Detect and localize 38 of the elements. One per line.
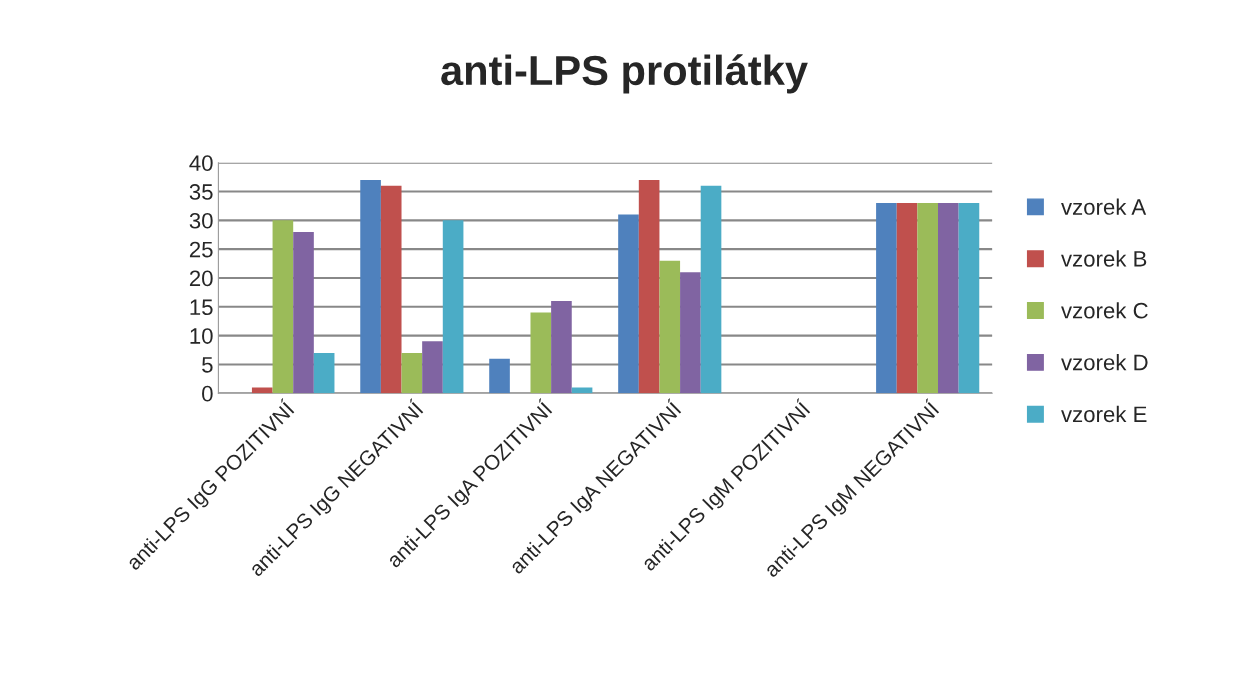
legend-label: vzorek E: [1061, 405, 1147, 423]
y-tick-label: 15: [190, 299, 213, 316]
bar: [551, 301, 572, 394]
bar: [638, 180, 660, 394]
bar: [530, 312, 552, 394]
bar: [571, 387, 593, 394]
bar: [360, 180, 381, 394]
bar: [896, 203, 918, 394]
y-tick-label: 20: [189, 270, 213, 287]
bar: [401, 352, 423, 394]
bar: [251, 387, 273, 394]
legend-label: vzorek D: [1061, 354, 1148, 371]
legend-label: vzorek C: [1061, 302, 1148, 319]
y-tick-label: 25: [189, 241, 213, 258]
bar: [917, 203, 938, 394]
bar: [422, 341, 443, 394]
bar: [272, 220, 294, 394]
bar: [489, 358, 510, 394]
bar: [442, 220, 464, 394]
bar: [680, 272, 701, 394]
bar: [313, 352, 335, 394]
y-tick-label: 10: [190, 328, 213, 344]
bar: [380, 185, 402, 394]
bar: [659, 260, 681, 394]
bar: [938, 203, 959, 394]
y-tick-label: 5: [202, 357, 213, 373]
chart-title: anti-LPS protilátky: [441, 54, 808, 94]
y-tick-label: 0: [202, 385, 213, 402]
bar: [958, 203, 980, 394]
bar: [876, 203, 897, 394]
y-tick-label: 40: [189, 155, 213, 171]
y-tick-label: 30: [189, 212, 213, 229]
legend-label: vzorek A: [1061, 198, 1147, 215]
bar: [618, 214, 639, 394]
bar: [293, 231, 314, 394]
y-tick-label: 35: [189, 184, 213, 200]
legend-label: vzorek B: [1061, 250, 1147, 267]
bar: [700, 185, 722, 394]
